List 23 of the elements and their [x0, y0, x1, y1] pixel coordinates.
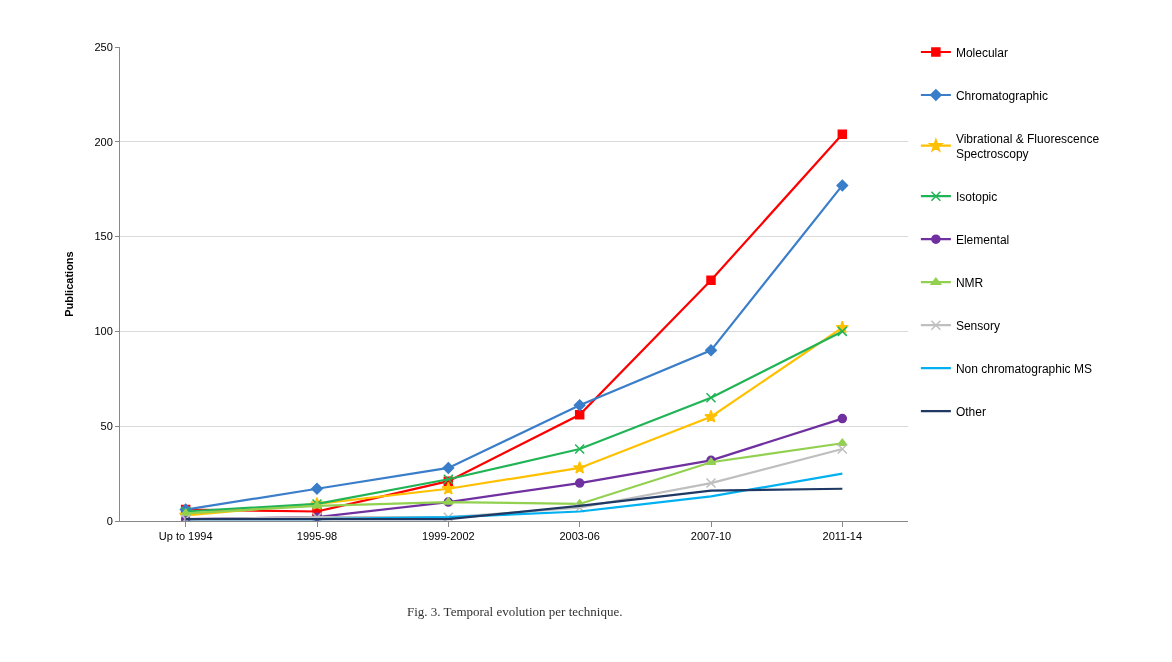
caption: Fig. 3. Temporal evolution per technique. [407, 604, 623, 619]
y-tick-label: 0 [106, 514, 113, 527]
legend-label: Other [955, 404, 986, 419]
x-tick-label: 1995-98 [296, 530, 338, 543]
legend-label: NMR [955, 275, 984, 290]
x-tick-label: 2011-14 [822, 530, 863, 543]
y-tick-label: 200 [94, 135, 113, 148]
x-tick-label: Up to 1994 [158, 530, 213, 543]
legend-label: Elemental [955, 232, 1010, 247]
y-tick-label: 100 [94, 325, 113, 338]
legend-label: Vibrational & Fluorescence Spectroscopy [955, 131, 1100, 162]
legend-label: Chromatographic [955, 88, 1048, 103]
y-tick-label: 150 [94, 230, 113, 243]
y-tick-label: 50 [100, 420, 113, 433]
legend-label: Non chromatographic MS [955, 361, 1092, 376]
legend-label: Molecular [955, 45, 1008, 60]
y-axis-title: Publications [63, 251, 76, 317]
x-tick-label: 1999-2002 [422, 530, 475, 543]
y-tick-label: 250 [94, 40, 113, 53]
x-tick-label: 2003-06 [559, 530, 600, 543]
x-tick-label: 2007-10 [690, 530, 732, 543]
legend-label: Isotopic [955, 189, 998, 204]
legend-label: Sensory [955, 318, 1000, 333]
